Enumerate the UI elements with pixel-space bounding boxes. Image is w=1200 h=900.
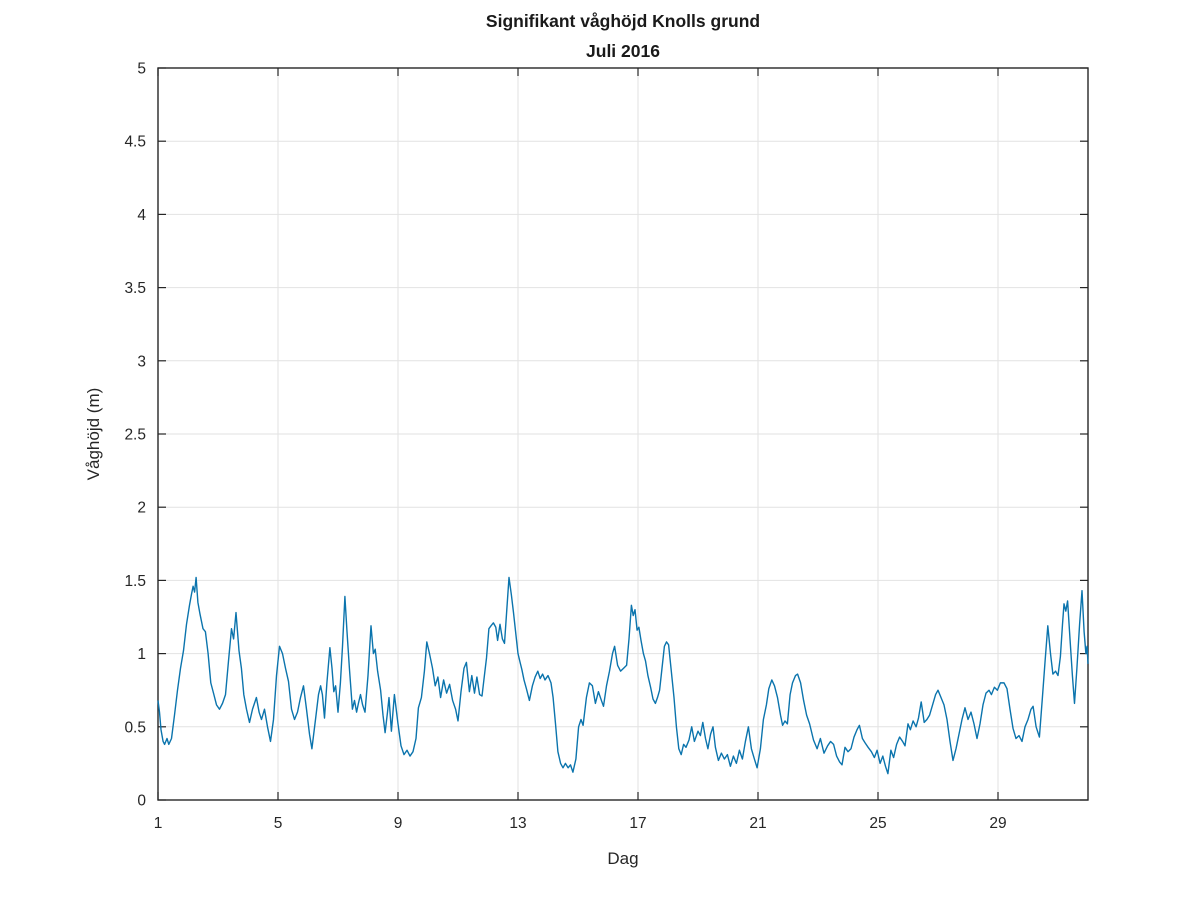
x-tick-label: 9 (394, 815, 403, 832)
x-axis-label: Dag (607, 849, 638, 868)
x-tick-label: 13 (509, 815, 526, 832)
x-tick-label: 1 (154, 815, 163, 832)
y-tick-label: 0.5 (124, 719, 146, 736)
x-tick-label: 17 (629, 815, 646, 832)
y-tick-label: 0 (137, 793, 146, 810)
y-axis-label: Våghöjd (m) (84, 388, 103, 481)
y-tick-label: 2.5 (124, 427, 146, 444)
x-tick-label: 21 (749, 815, 766, 832)
y-tick-label: 4 (137, 207, 146, 224)
y-tick-label: 2 (137, 500, 146, 517)
y-tick-label: 1.5 (124, 573, 146, 590)
x-tick-label: 29 (989, 815, 1006, 832)
x-tick-label: 5 (274, 815, 283, 832)
y-tick-label: 4.5 (124, 134, 146, 151)
gridlines (158, 68, 1088, 800)
wave-height-line (157, 576, 1089, 775)
plot-border (157, 67, 1089, 801)
chart-subtitle: Juli 2016 (586, 41, 660, 61)
y-tick-label: 3.5 (124, 280, 146, 297)
chart-title: Signifikant våghöjd Knolls grund (486, 11, 760, 31)
y-tick-label: 3 (137, 353, 146, 370)
y-tick-label: 1 (137, 646, 146, 663)
x-tick-label: 25 (869, 815, 886, 832)
y-tick-label: 5 (137, 61, 146, 78)
tick-labels: 1 5 9 13 17 21 25 29 0 0.5 1 1.5 2 2.5 3 3.5 4 4.5 5 (124, 61, 1006, 833)
